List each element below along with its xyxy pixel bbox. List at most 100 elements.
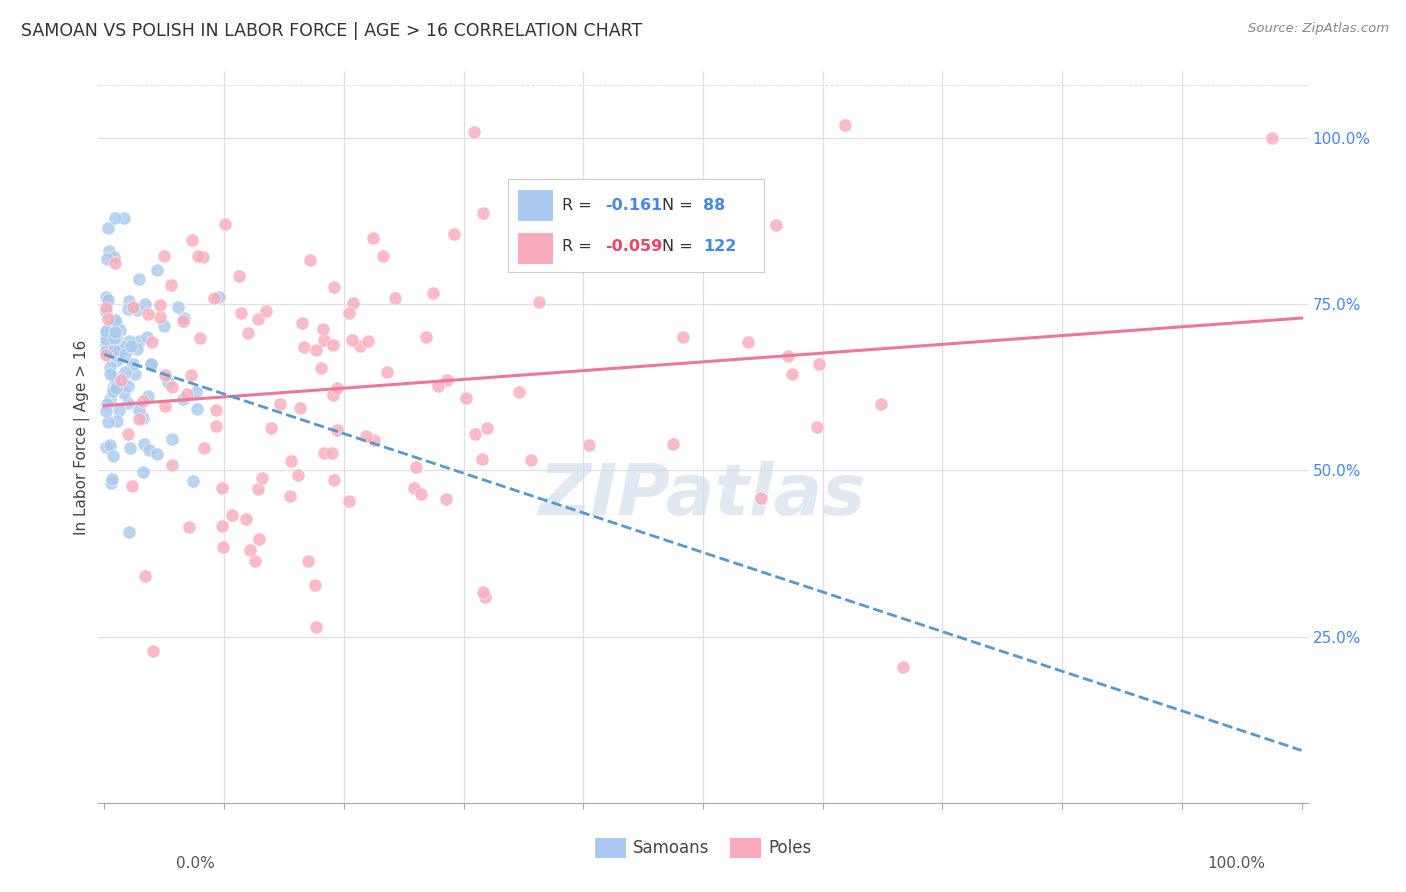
Point (280, 453, 302, 467)
Point (103, 343, 125, 358)
Point (98, 326, 121, 340)
Point (97, 293, 120, 308)
Point (294, 340, 316, 354)
Point (152, 319, 174, 334)
Text: -0.161: -0.161 (606, 198, 662, 212)
Point (108, 402, 131, 417)
Point (356, 334, 378, 348)
Point (443, 227, 465, 241)
Point (471, 584, 494, 599)
Point (104, 325, 127, 339)
Point (117, 427, 139, 442)
Point (97, 415, 120, 429)
Text: 100.0%: 100.0% (1208, 856, 1265, 871)
Point (96, 404, 118, 418)
Point (314, 334, 336, 348)
Point (149, 310, 172, 324)
Point (228, 268, 250, 283)
Point (806, 420, 828, 434)
Point (508, 385, 530, 400)
Point (337, 494, 360, 508)
Point (112, 211, 135, 225)
Point (111, 339, 134, 353)
Point (96, 252, 118, 267)
Point (305, 620, 328, 634)
Point (221, 508, 243, 523)
Point (309, 361, 332, 376)
Point (122, 300, 145, 314)
Point (363, 433, 385, 447)
Point (103, 250, 125, 264)
Point (246, 483, 269, 497)
Point (172, 392, 194, 406)
Point (128, 272, 150, 286)
Point (94, 440, 117, 454)
Point (834, 118, 856, 132)
Point (323, 474, 346, 488)
Point (180, 233, 202, 247)
Point (141, 357, 163, 371)
Point (173, 311, 195, 326)
Text: -0.059: -0.059 (606, 239, 662, 254)
Point (105, 414, 128, 428)
Point (891, 660, 914, 674)
Point (415, 330, 437, 344)
Point (181, 474, 204, 488)
Point (153, 368, 176, 382)
Point (96, 343, 118, 358)
Point (132, 436, 155, 450)
Point (167, 300, 190, 314)
Point (112, 373, 135, 387)
Point (97, 244, 120, 259)
Point (299, 253, 322, 268)
Point (136, 307, 159, 321)
Point (160, 458, 183, 472)
Point (269, 397, 291, 411)
Point (211, 541, 233, 555)
Point (117, 396, 139, 410)
Point (124, 367, 146, 381)
Point (153, 248, 176, 262)
Point (132, 394, 155, 409)
Point (120, 339, 142, 353)
Point (120, 441, 142, 455)
Point (749, 491, 772, 506)
Point (146, 447, 169, 461)
Point (100, 476, 122, 491)
Point (105, 353, 128, 368)
Point (101, 449, 124, 463)
Point (114, 365, 136, 379)
Point (128, 334, 150, 349)
Point (456, 391, 478, 405)
Point (156, 375, 179, 389)
Point (205, 403, 228, 417)
Point (98, 322, 121, 336)
Point (325, 381, 347, 395)
Point (149, 297, 172, 311)
Point (94, 348, 117, 362)
Point (304, 578, 326, 592)
Point (477, 421, 499, 435)
Point (246, 311, 269, 326)
FancyBboxPatch shape (519, 233, 551, 262)
Point (214, 218, 236, 232)
Point (108, 323, 131, 337)
Point (122, 357, 145, 371)
Point (211, 519, 233, 533)
Point (114, 347, 136, 361)
Point (188, 331, 211, 345)
Point (186, 402, 208, 417)
Point (94, 326, 117, 341)
Point (191, 250, 214, 264)
Y-axis label: In Labor Force | Age > 16: In Labor Force | Age > 16 (75, 340, 90, 534)
Point (176, 387, 198, 401)
Point (384, 291, 406, 305)
Point (105, 381, 128, 395)
Point (434, 491, 457, 506)
Point (314, 446, 336, 460)
Point (139, 357, 162, 371)
Point (765, 218, 787, 232)
Point (96, 332, 118, 346)
Point (128, 402, 150, 417)
Point (94, 290, 117, 304)
